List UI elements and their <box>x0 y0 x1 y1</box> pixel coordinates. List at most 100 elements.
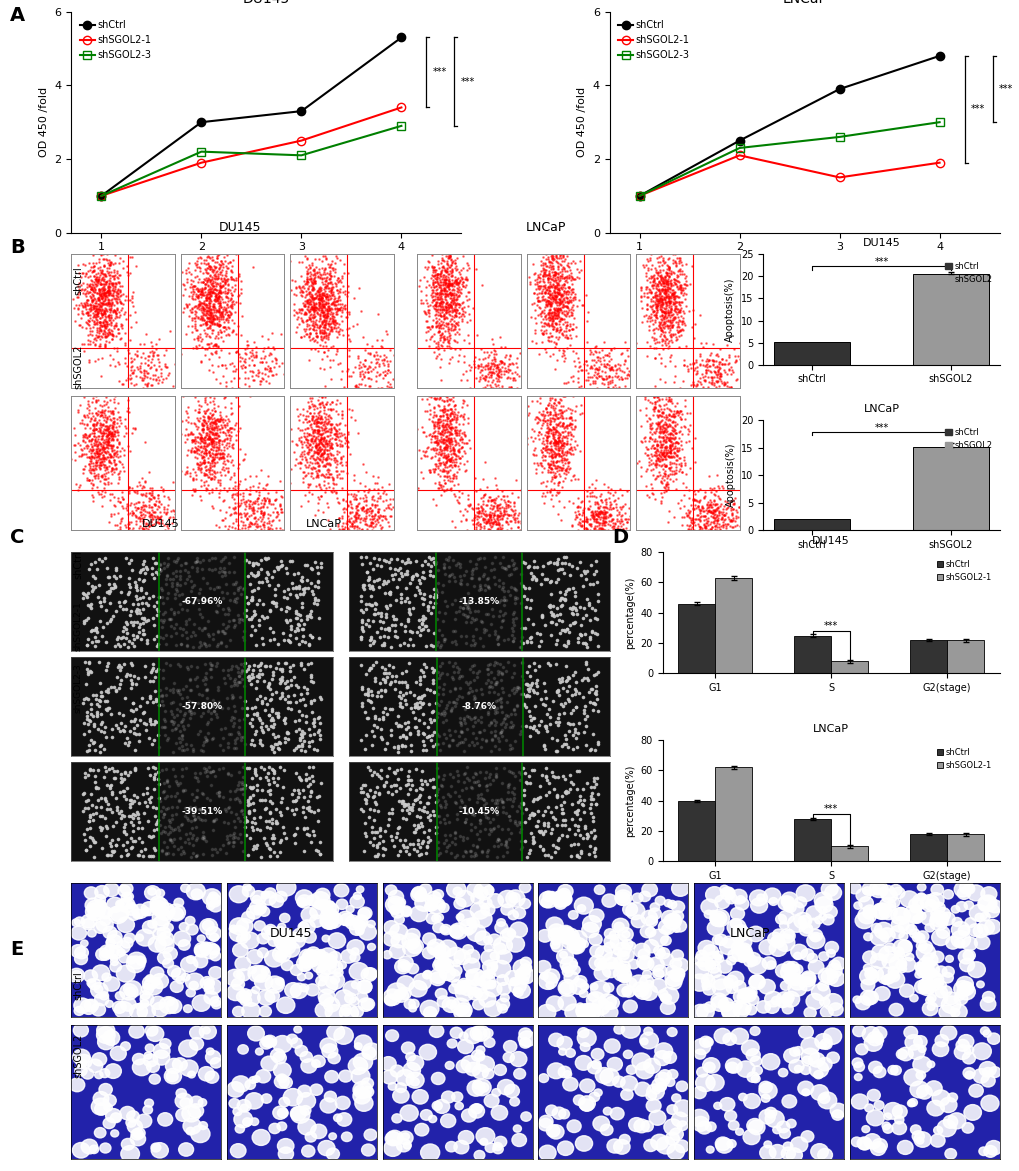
Point <box>70 316 87 335</box>
Point <box>159 588 175 607</box>
Point <box>311 249 327 268</box>
Point <box>145 345 161 364</box>
Point <box>533 405 549 424</box>
Point <box>155 783 171 802</box>
Point <box>95 454 111 473</box>
Point <box>549 550 566 569</box>
Circle shape <box>82 915 97 929</box>
Circle shape <box>930 951 943 963</box>
Point <box>666 424 683 443</box>
Circle shape <box>277 1074 286 1083</box>
Point <box>208 420 224 439</box>
Point <box>296 272 312 290</box>
Point <box>602 340 619 358</box>
Point <box>553 252 570 271</box>
Point <box>669 433 686 452</box>
Point <box>315 262 331 281</box>
Point <box>259 466 275 485</box>
Point <box>455 405 472 424</box>
Point <box>554 434 571 453</box>
Point <box>715 497 732 515</box>
Point <box>278 653 294 672</box>
Point <box>432 294 448 313</box>
Point <box>144 505 160 523</box>
Point <box>305 300 321 319</box>
Point <box>431 294 447 313</box>
Point <box>543 286 559 304</box>
Point <box>450 274 467 293</box>
Circle shape <box>504 1084 519 1097</box>
Point <box>576 790 592 809</box>
Point <box>662 389 679 408</box>
Point <box>304 429 320 447</box>
Circle shape <box>298 973 306 980</box>
Point <box>467 260 483 279</box>
Point <box>99 287 115 306</box>
Point <box>197 345 213 364</box>
Point <box>108 813 124 831</box>
Point <box>487 767 503 786</box>
Point <box>114 252 130 271</box>
Circle shape <box>921 1001 937 1015</box>
Point <box>640 317 656 336</box>
Point <box>329 342 345 361</box>
Point <box>210 288 226 307</box>
Point <box>316 316 332 335</box>
Point <box>223 419 239 438</box>
Point <box>485 683 501 701</box>
Point <box>198 457 214 475</box>
Point <box>532 307 548 326</box>
Point <box>704 504 720 522</box>
Point <box>348 315 365 334</box>
Point <box>386 672 403 691</box>
Point <box>316 343 332 362</box>
Point <box>90 446 106 465</box>
Circle shape <box>730 919 741 929</box>
Point <box>452 790 469 809</box>
Point <box>469 359 485 378</box>
Point <box>89 300 105 319</box>
Circle shape <box>126 1111 140 1122</box>
Point <box>217 416 233 434</box>
Point <box>249 535 265 554</box>
Point <box>551 624 568 643</box>
Point <box>191 295 207 314</box>
Point <box>541 263 557 282</box>
Circle shape <box>240 932 259 949</box>
Point <box>280 698 297 717</box>
Point <box>707 528 723 547</box>
Circle shape <box>150 896 165 910</box>
Circle shape <box>943 1115 957 1129</box>
Point <box>200 275 216 294</box>
Point <box>579 562 595 581</box>
Point <box>244 362 260 381</box>
Point <box>552 446 569 465</box>
Point <box>190 448 206 467</box>
Point <box>440 737 457 755</box>
Point <box>450 262 467 281</box>
Circle shape <box>502 927 515 939</box>
Point <box>676 274 692 293</box>
Point <box>293 450 310 468</box>
Point <box>488 797 504 816</box>
Point <box>441 411 458 430</box>
Point <box>473 843 489 862</box>
Point <box>255 520 271 539</box>
Point <box>205 310 221 329</box>
Point <box>449 273 466 292</box>
Point <box>197 391 213 410</box>
Point <box>579 590 595 609</box>
Point <box>319 426 335 445</box>
Point <box>94 416 110 434</box>
Point <box>212 419 228 438</box>
Point <box>696 356 712 375</box>
Circle shape <box>272 1035 291 1053</box>
Point <box>430 283 446 302</box>
Point <box>671 422 687 440</box>
Point <box>486 522 502 541</box>
Point <box>317 457 333 475</box>
Point <box>671 248 687 267</box>
Point <box>301 316 317 335</box>
Circle shape <box>954 938 964 947</box>
Point <box>459 371 475 390</box>
